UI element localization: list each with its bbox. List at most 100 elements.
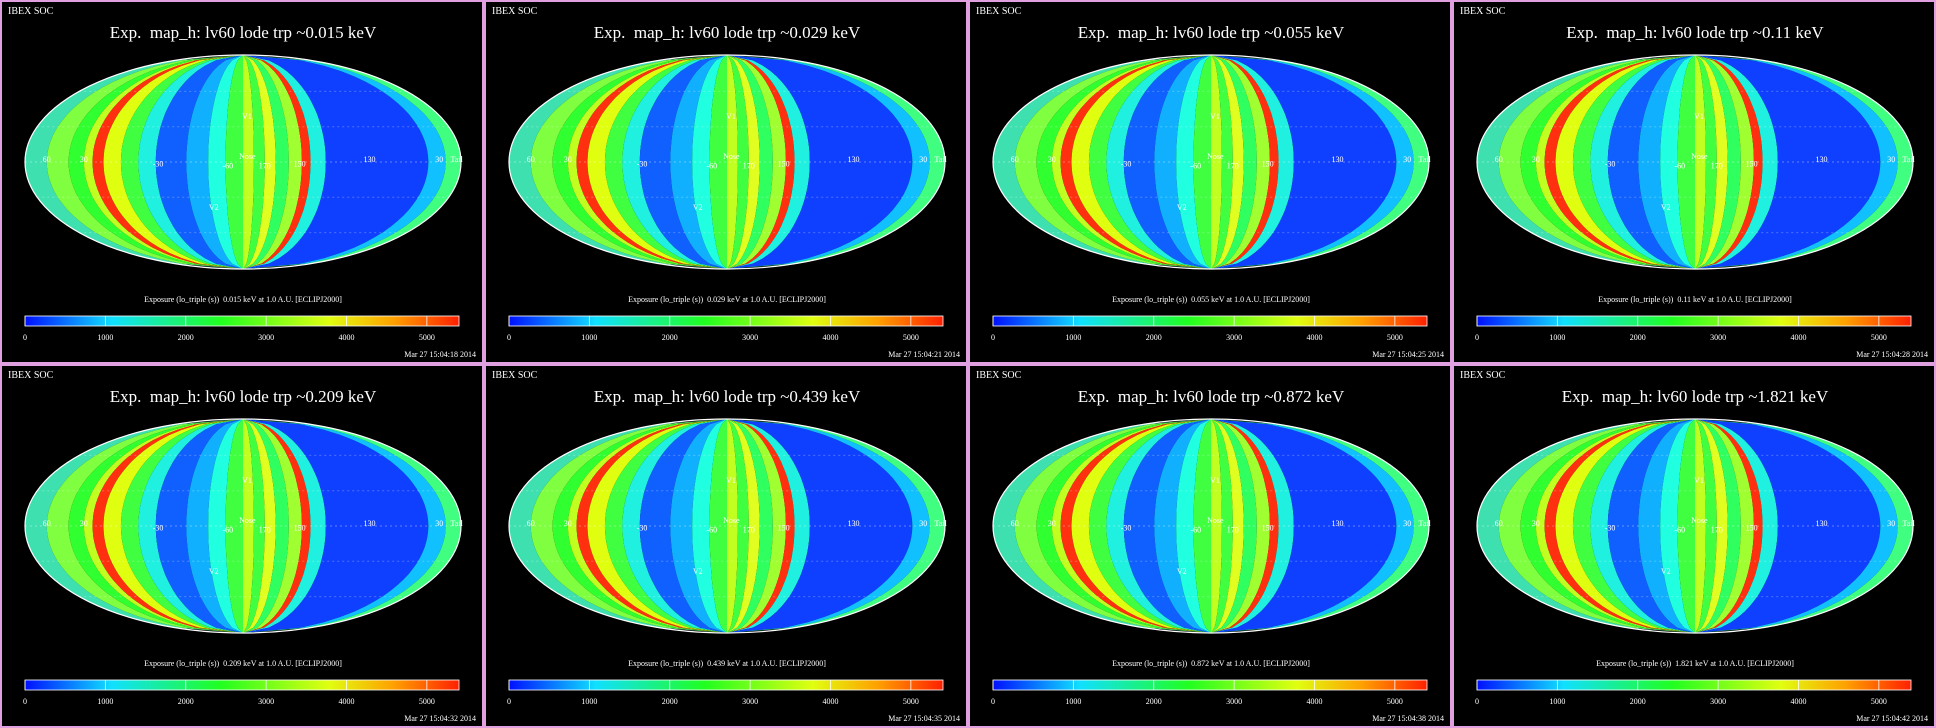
map-label: Nose (1691, 152, 1708, 161)
map-stripe (1660, 419, 1695, 633)
map-label: 170 (1227, 525, 1239, 534)
map-stripe (1695, 55, 1881, 269)
panel-header: IBEX SOC (976, 6, 1022, 17)
map-stripe (727, 55, 760, 269)
panel-header: IBEX SOC (492, 6, 538, 17)
map-stripe (243, 55, 276, 269)
colorbar-tick-label: 1000 (1065, 697, 1081, 706)
map-label: 60 (527, 155, 535, 164)
map-stripe (709, 55, 727, 269)
colorbar-tick-label: 3000 (1226, 333, 1242, 342)
map-stripe (1211, 55, 1233, 269)
map-label: 170 (259, 525, 271, 534)
colorbar (992, 315, 1428, 327)
map-stripe (120, 55, 243, 269)
map-label: V2 (209, 567, 219, 576)
map-stripe (243, 419, 289, 633)
map-stripe (138, 55, 243, 269)
map-panel: IBEX SOC Exp. map_h: lv60 lode trp ~0.055… (968, 0, 1452, 364)
map-label: V2 (693, 203, 703, 212)
map-label: 30 (1532, 519, 1540, 528)
panel-header: IBEX SOC (976, 370, 1022, 381)
map-stripe (243, 55, 254, 269)
map-outline (1476, 418, 1914, 634)
map-stripe (604, 419, 727, 633)
map-label: 30 (1887, 519, 1895, 528)
colorbar-tick-label: 3000 (742, 333, 758, 342)
colorbar-tick-label: 2000 (662, 333, 678, 342)
colorbar-caption: Exposure (lo_triple (s)) 0.029 keV at 1.… (628, 295, 826, 304)
map-label: 60 (527, 519, 535, 528)
map-stripe (622, 55, 727, 269)
map-label: V2 (693, 567, 703, 576)
timestamp: Mar 27 15:04:18 2014 (404, 350, 476, 359)
map-label: -30 (1605, 159, 1616, 168)
map-label: 60 (1495, 155, 1503, 164)
colorbar-tick-label: 4000 (1306, 697, 1322, 706)
colorbar (24, 679, 460, 691)
map-stripe (1638, 419, 1695, 633)
colorbar (1476, 315, 1912, 327)
colorbar (1476, 679, 1912, 691)
colorbar-tick-label: 3000 (258, 333, 274, 342)
map-stripe (1154, 419, 1211, 633)
panel-title: Exp. map_h: lv60 lode trp ~0.029 keV (594, 23, 861, 42)
colorbar (508, 315, 944, 327)
map-stripe (1211, 55, 1244, 269)
colorbar (992, 679, 1428, 691)
map-stripe (1695, 419, 1741, 633)
map-stripe (1638, 55, 1695, 269)
map-stripe (1695, 55, 1778, 269)
map-label: V1 (1694, 112, 1704, 121)
map-panel: IBEX SOC Exp. map_h: lv60 lode trp ~0.029… (484, 0, 968, 364)
map-stripe (709, 419, 727, 633)
map-stripe (1695, 55, 1754, 269)
map-label: V1 (1210, 112, 1220, 121)
map-label: 150 (1746, 523, 1758, 532)
colorbar-tick-label: 0 (991, 333, 995, 342)
colorbar-tick-label: 4000 (1790, 697, 1806, 706)
map-label: 30 (1532, 155, 1540, 164)
map-label: -30 (637, 159, 648, 168)
panel-title: Exp. map_h: lv60 lode trp ~1.821 keV (1562, 387, 1829, 406)
colorbar (508, 679, 944, 691)
map-stripe (243, 419, 326, 633)
panel-title: Exp. map_h: lv60 lode trp ~0.055 keV (1078, 23, 1345, 42)
colorbar-caption: Exposure (lo_triple (s)) 0.11 keV at 1.0… (1598, 295, 1792, 304)
map-stripe (692, 419, 727, 633)
map-label: Tail (450, 155, 463, 164)
colorbar-tick-label: 1000 (97, 697, 113, 706)
colorbar-tick-label: 5000 (419, 333, 435, 342)
map-stripe (120, 419, 243, 633)
map-label: -60 (1190, 161, 1201, 170)
map-panel: IBEX SOC Exp. map_h: lv60 lode trp ~0.872… (968, 364, 1452, 728)
map-stripe (243, 419, 429, 633)
map-stripe (622, 419, 727, 633)
map-stripe (1607, 55, 1695, 269)
colorbar-caption: Exposure (lo_triple (s)) 1.821 keV at 1.… (1596, 659, 1794, 668)
map-stripe (1088, 55, 1211, 269)
map-stripe (727, 419, 773, 633)
map-stripe (727, 419, 760, 633)
map-label: Tail (934, 519, 947, 528)
map-stripe (1211, 55, 1257, 269)
map-panel: IBEX SOC Exp. map_h: lv60 lode trp ~0.11 … (1452, 0, 1936, 364)
map-label: -60 (222, 161, 233, 170)
map-label: 30 (919, 519, 927, 528)
map-stripe (727, 419, 786, 633)
colorbar-tick-label: 1000 (1065, 333, 1081, 342)
map-label: Tail (1902, 155, 1915, 164)
map-stripe (243, 419, 276, 633)
map-stripe (1176, 55, 1211, 269)
colorbar-tick-label: 2000 (1146, 697, 1162, 706)
map-stripe (1695, 419, 1778, 633)
map-stripe (604, 55, 727, 269)
map-stripe (727, 419, 749, 633)
map-label: V2 (209, 203, 219, 212)
map-stripe (1211, 419, 1294, 633)
map-label: 130 (363, 519, 375, 528)
colorbar-tick-label: 0 (23, 333, 27, 342)
map-label: 30 (1887, 155, 1895, 164)
map-label: V1 (242, 476, 252, 485)
map-stripe (1123, 55, 1211, 269)
